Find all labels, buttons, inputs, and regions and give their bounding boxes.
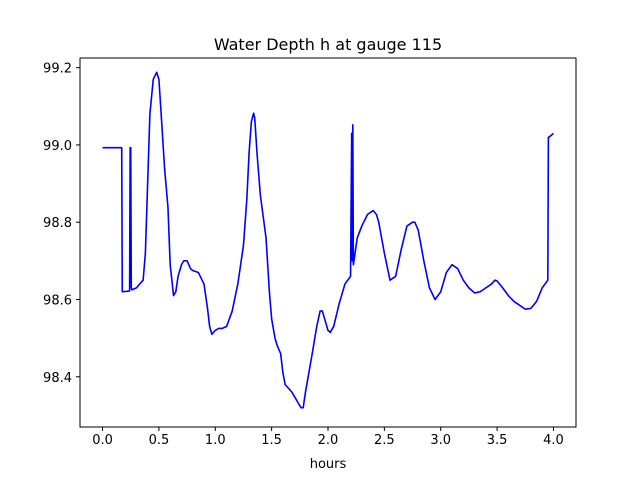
x-tick-label: 1.5	[261, 433, 282, 448]
y-tick-label: 99.2	[43, 62, 72, 77]
plot-area	[102, 71, 554, 409]
x-tick-label: 0.5	[149, 433, 170, 448]
y-tick-label: 98.4	[43, 371, 72, 386]
x-tick-label: 4.0	[543, 433, 564, 448]
x-tick-label: 3.5	[487, 433, 508, 448]
chart-title: Water Depth h at gauge 115	[214, 35, 442, 54]
x-tick-label: 0.0	[92, 433, 113, 448]
y-tick-label: 99.0	[43, 139, 72, 154]
x-axis: 0.0 0.5 1.0 1.5 2.0 2.5 3.0 3.5 4.0	[92, 427, 564, 448]
x-tick-label: 3.0	[430, 433, 451, 448]
series-line-0	[102, 71, 554, 409]
x-tick-label: 1.0	[205, 433, 226, 448]
y-tick-label: 98.8	[43, 216, 72, 231]
y-axis: 98.4 98.6 98.8 99.0 99.2	[43, 62, 80, 386]
y-tick-label: 98.6	[43, 293, 72, 308]
x-tick-label: 2.0	[318, 433, 339, 448]
x-tick-label: 2.5	[374, 433, 395, 448]
x-axis-label: hours	[310, 457, 347, 472]
